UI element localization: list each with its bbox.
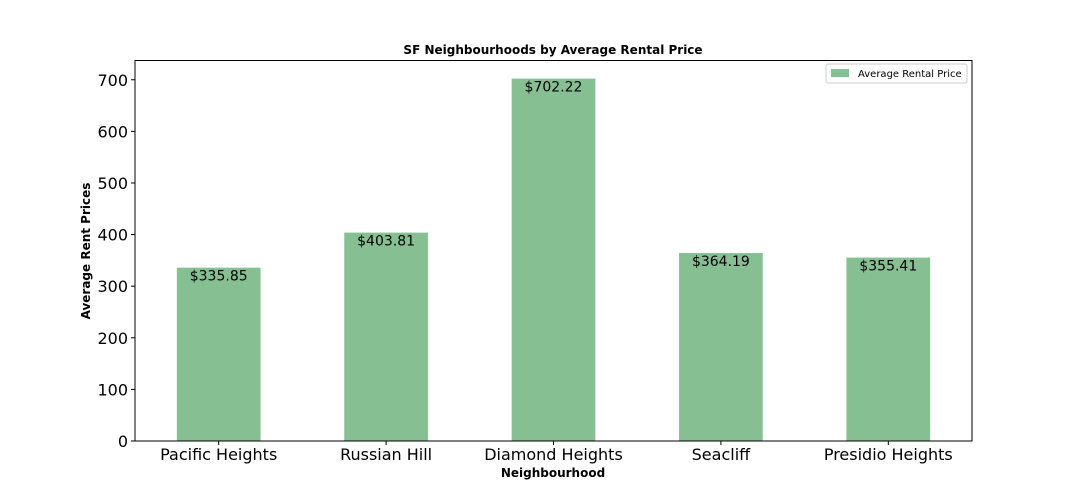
y-axis-label: Average Rent Prices [79,183,93,320]
y-tick-label: 0 [118,432,128,451]
y-tick-label: 500 [97,174,128,193]
x-axis-label: Neighbourhood [501,466,605,480]
data-labels-group: $335.85 $403.81 $702.22 $364.19 $355.41 [190,80,918,285]
y-tick-label: 600 [97,122,128,141]
y-tick-label: 300 [97,277,128,296]
x-tick-label: Diamond Heights [484,445,623,464]
x-tick-label: Seacliff [692,445,751,464]
y-tick-label: 700 [97,71,128,90]
legend: Average Rental Price [825,63,968,84]
data-label: $403.81 [357,234,415,250]
bar [846,257,931,441]
bar [511,78,596,441]
bars-group [176,78,931,441]
y-tick-label: 400 [97,226,128,245]
plot-area: $335.85 $403.81 $702.22 $364.19 $355.41 [134,60,973,442]
y-tick-label: 100 [97,380,128,399]
y-axis: 0 100 200 300 400 500 600 700 [97,71,135,451]
x-tick-label: Presidio Heights [824,445,953,464]
data-label: $355.41 [859,259,917,275]
bar [176,267,261,441]
data-label: $702.22 [525,80,583,96]
bar [344,232,428,441]
chart-title: SF Neighbourhoods by Average Rental Pric… [403,43,702,57]
data-label: $364.19 [692,254,750,270]
y-tick-label: 200 [97,329,128,348]
legend-label: Average Rental Price [858,69,962,80]
legend-box [825,63,968,84]
x-tick-label: Russian Hill [340,445,432,464]
x-tick-label: Pacific Heights [160,445,277,464]
x-axis: Pacific Heights Russian Hill Diamond Heigh… [160,441,953,464]
data-label: $335.85 [190,269,248,285]
legend-swatch [831,69,849,77]
bar [679,253,763,441]
